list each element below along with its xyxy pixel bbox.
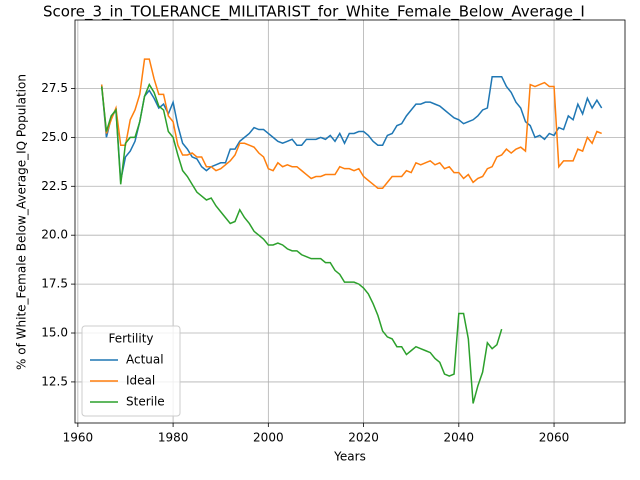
x-tick-label: 2020: [348, 431, 379, 445]
y-tick-label: 27.5: [41, 81, 68, 95]
legend-label: Sterile: [126, 395, 165, 409]
chart-title: Score_3_in_TOLERANCE_MILITARIST_for_Whit…: [43, 3, 585, 22]
y-tick-label: 17.5: [41, 277, 68, 291]
x-tick-label: 2000: [253, 431, 284, 445]
legend-box: [81, 325, 181, 417]
y-tick-label: 22.5: [41, 179, 68, 193]
y-tick-label: 12.5: [41, 374, 68, 388]
legend: Fertility Actual Ideal Sterile: [81, 325, 181, 417]
plot-frame: [74, 19, 626, 424]
x-tick-label: 1980: [158, 431, 189, 445]
legend-label: Ideal: [126, 374, 155, 388]
y-tick-label: 25.0: [41, 130, 68, 144]
y-tick-label: 20.0: [41, 228, 68, 242]
x-axis-label: Years: [333, 450, 366, 464]
line-series: [100, 58, 602, 189]
y-axis-label: % of White_Female Below_Average_IQ Popul…: [15, 74, 29, 370]
legend-title: Fertility: [108, 332, 153, 346]
line-series: [100, 75, 603, 181]
y-tick-label: 15.0: [41, 326, 68, 340]
line-series: [100, 82, 503, 404]
x-tick-label: 2040: [444, 431, 475, 445]
legend-label: Actual: [126, 353, 164, 367]
x-tick-label: 2060: [539, 431, 570, 445]
x-tick-label: 1960: [63, 431, 94, 445]
